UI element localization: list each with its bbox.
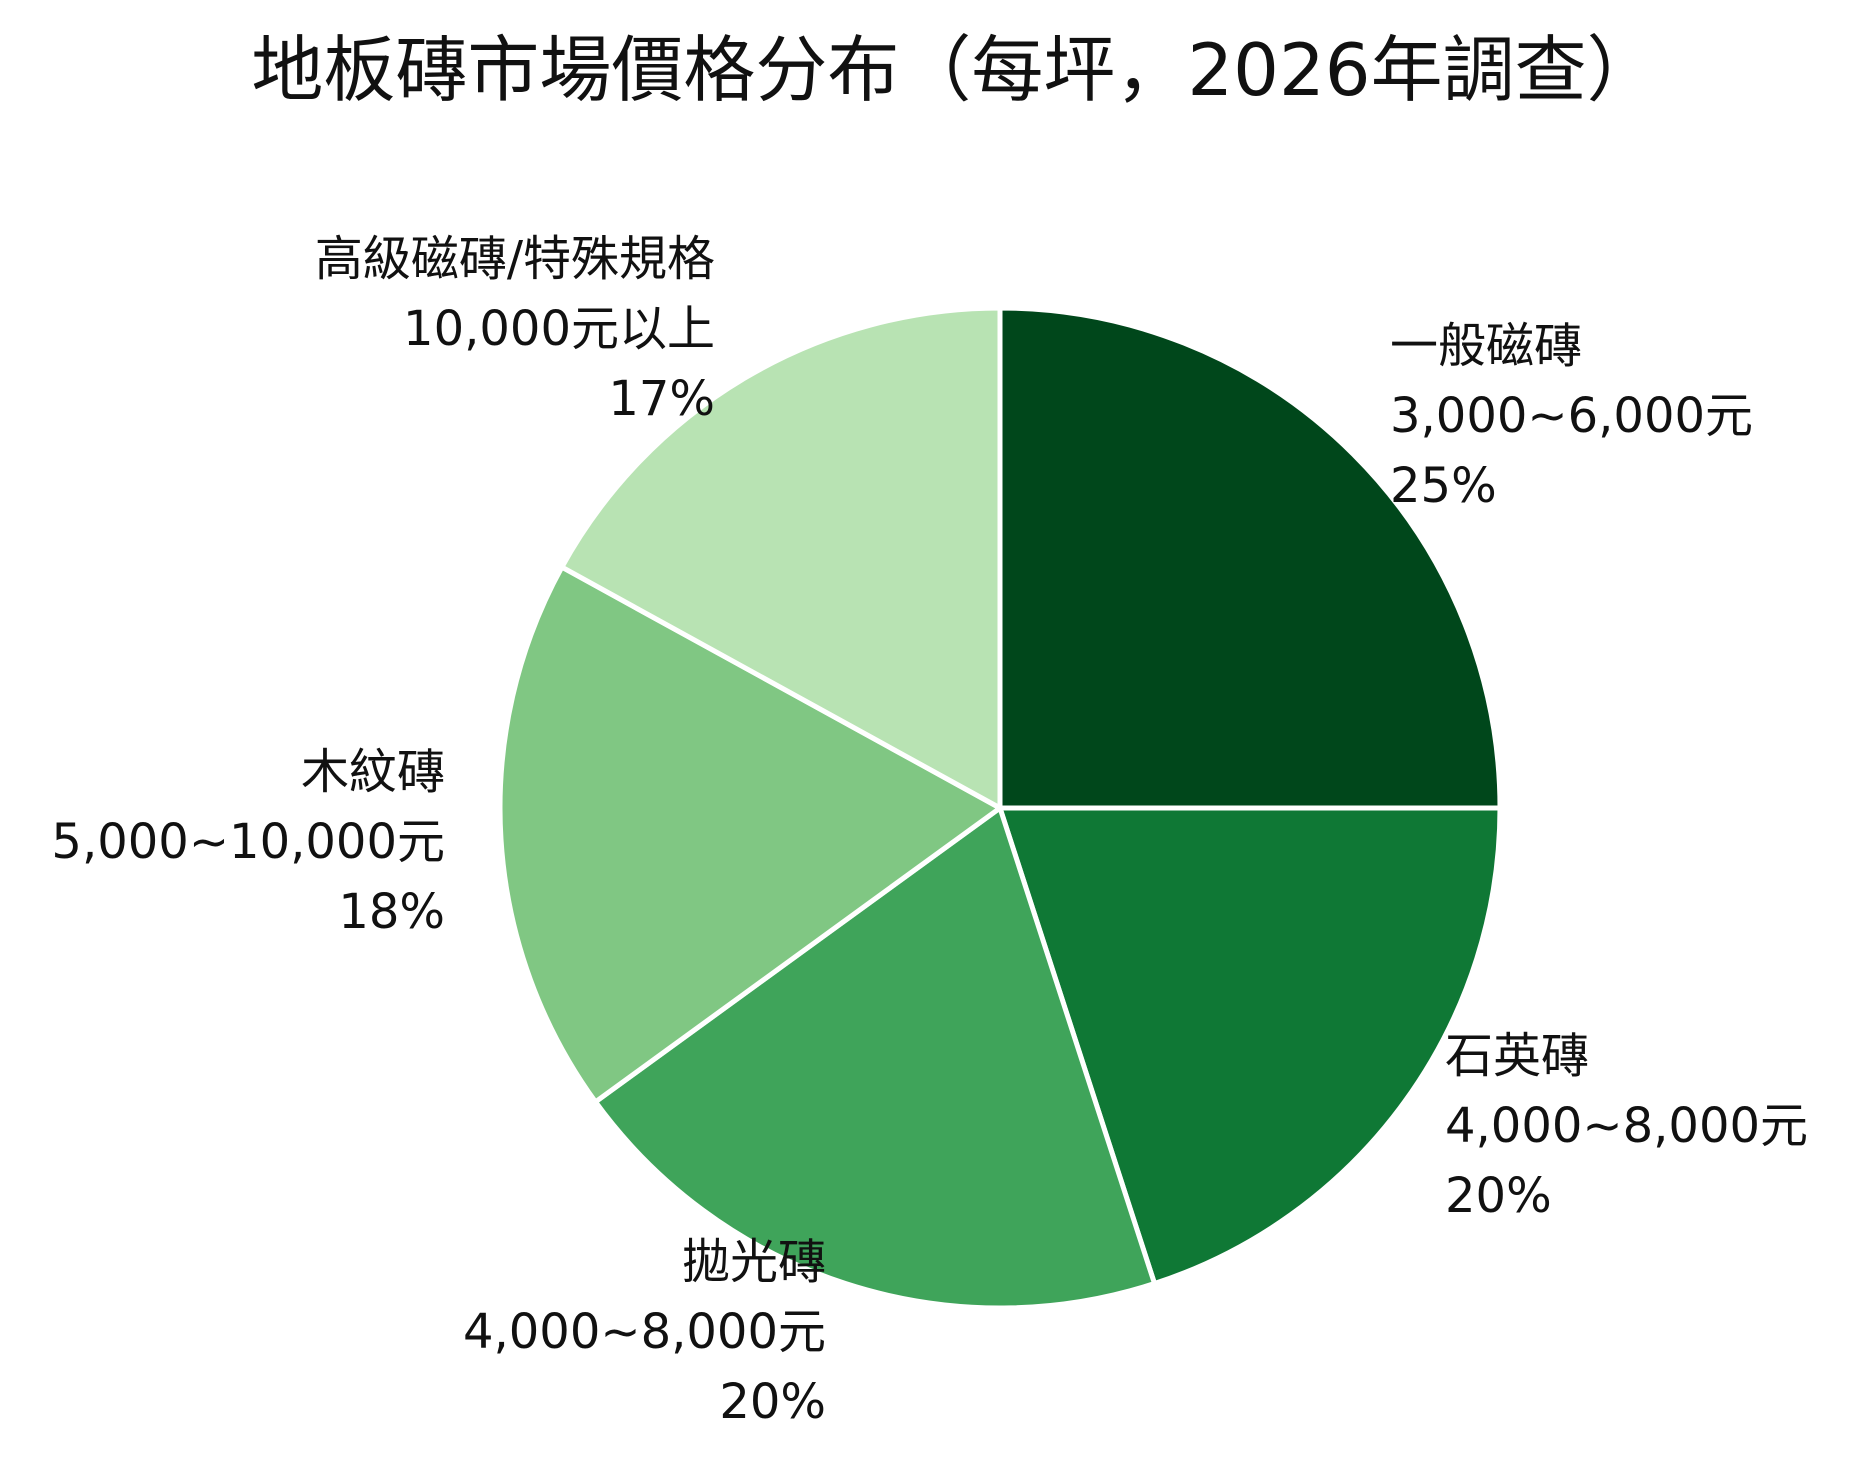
slice-name-label-3: 拋光磚 — [682, 1234, 826, 1290]
slice-range-label-5: 10,000元以上 — [403, 301, 715, 357]
pie-slice-3 — [592, 805, 1158, 1311]
pie-labels: 一般磁磚 3,000~6,000元 25% 石英磚 4,000~8,000元 20% 拋光磚… — [51, 231, 1808, 1430]
slice-range-label-2: 4,000~8,000元 — [1445, 1098, 1808, 1154]
slice-range-label-4: 5,000~10,000元 — [51, 814, 445, 870]
pie-slice-2 — [997, 805, 1503, 1287]
chart-title: 地板磚市場價格分布（每坪，2026年調查） — [251, 28, 1658, 112]
slice-percent-label-1: 25% — [1390, 458, 1497, 514]
slice-name-label-2: 石英磚 — [1445, 1028, 1589, 1084]
slice-range-label-1: 3,000~6,000元 — [1390, 388, 1753, 444]
slice-percent-label-4: 18% — [338, 884, 445, 940]
slice-name-label-5: 高級磁磚/特殊規格 — [315, 231, 715, 287]
slice-percent-label-5: 17% — [608, 371, 715, 427]
pie-slice-5 — [559, 305, 1003, 811]
slice-percent-label-3: 20% — [719, 1374, 826, 1430]
slice-percent-label-2: 20% — [1445, 1168, 1552, 1224]
pie-slice-1 — [997, 305, 1503, 811]
pie-slice-4 — [497, 564, 1003, 1105]
pie-slices — [497, 305, 1503, 1311]
slice-name-label-1: 一般磁磚 — [1390, 318, 1582, 374]
slice-range-label-3: 4,000~8,000元 — [463, 1304, 826, 1360]
slice-name-label-4: 木紋磚 — [301, 744, 445, 800]
